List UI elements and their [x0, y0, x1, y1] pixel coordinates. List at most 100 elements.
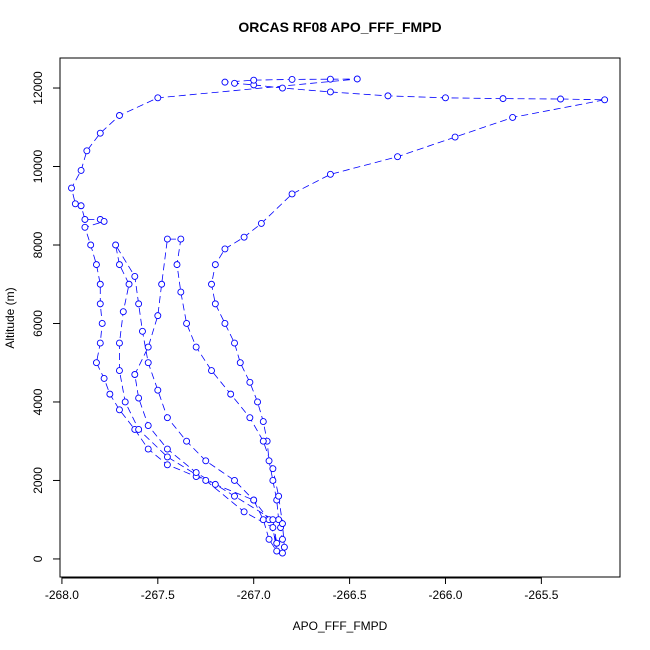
data-point	[119, 308, 127, 316]
data-point	[177, 235, 185, 243]
data-point	[144, 422, 152, 429]
data-point	[154, 312, 162, 320]
data-point	[81, 223, 89, 231]
y-tick-label: 6000	[31, 310, 45, 337]
data-point	[173, 261, 181, 269]
data-point	[121, 398, 129, 406]
data-point	[275, 492, 283, 500]
data-point	[259, 516, 267, 524]
data-point	[273, 539, 281, 547]
data-point	[100, 374, 108, 382]
y-tick-label: 4000	[31, 388, 45, 415]
data-point	[192, 469, 200, 477]
data-point	[96, 339, 104, 347]
y-axis-label: Altitude (m)	[3, 287, 17, 348]
data-point	[100, 218, 108, 225]
data-point	[131, 272, 139, 280]
data-point	[254, 398, 261, 406]
data-point	[499, 95, 507, 103]
y-tick-label: 8000	[31, 231, 45, 258]
data-point	[202, 477, 210, 484]
data-point	[158, 280, 166, 288]
data-point	[77, 202, 85, 210]
y-tick-label: 10000	[31, 150, 45, 184]
x-axis-label: APO_FFF_FMPD	[293, 619, 388, 633]
data-point	[240, 508, 248, 516]
data-point	[257, 219, 265, 227]
data-point	[81, 216, 89, 223]
data-point	[106, 390, 114, 398]
data-point	[92, 359, 100, 367]
data-point	[269, 516, 277, 524]
data-point	[394, 153, 401, 161]
x-tick-label: -267.5	[141, 588, 175, 602]
y-tick-label: 0	[31, 555, 45, 562]
x-tick-label: -265.5	[524, 588, 558, 602]
data-point	[269, 465, 277, 473]
data-point	[183, 437, 191, 445]
data-point	[177, 288, 185, 296]
data-point	[163, 453, 171, 461]
data-point	[71, 200, 79, 208]
data-point	[384, 92, 392, 100]
data-point	[246, 414, 254, 422]
data-point	[326, 88, 334, 96]
data-point	[557, 95, 564, 103]
data-point	[231, 79, 238, 87]
data-point	[135, 425, 143, 433]
data-point	[442, 94, 449, 102]
data-point	[279, 535, 286, 543]
data-point	[601, 96, 609, 104]
data-point	[279, 549, 286, 557]
data-point	[144, 343, 152, 351]
y-tick-label: 2000	[31, 467, 45, 494]
data-point	[269, 477, 277, 484]
data-point	[116, 112, 123, 119]
data-point	[353, 75, 361, 83]
data-point	[154, 94, 162, 102]
data-point	[221, 245, 229, 253]
data-point	[231, 477, 238, 484]
data-point	[83, 147, 91, 155]
data-point	[144, 359, 152, 367]
data-point	[202, 457, 210, 465]
data-point	[116, 339, 123, 347]
data-point	[326, 170, 334, 178]
data-point	[509, 114, 517, 121]
data-point	[163, 445, 171, 453]
data-point	[288, 190, 296, 198]
data-point	[192, 343, 200, 351]
data-point	[112, 241, 120, 249]
data-point	[144, 445, 152, 453]
data-point	[98, 320, 106, 327]
x-tick-label: -266.0	[428, 588, 462, 602]
data-point	[240, 233, 248, 241]
chart-title: ORCAS RF08 APO_FFF_FMPD	[238, 19, 441, 35]
data-point	[208, 367, 215, 375]
data-point	[221, 78, 229, 86]
x-tick-label: -266.5	[333, 588, 367, 602]
data-point	[68, 184, 75, 192]
data-point	[211, 480, 219, 488]
data-point	[154, 386, 162, 394]
data-point	[227, 390, 235, 398]
data-point	[131, 371, 139, 378]
data-point	[139, 327, 146, 335]
data-point	[116, 261, 123, 269]
y-tick-label: 12000	[31, 71, 45, 105]
x-tick-label: -268.0	[45, 588, 79, 602]
data-point	[231, 492, 238, 500]
x-tick-label: -267.0	[237, 588, 271, 602]
data-point	[279, 520, 286, 528]
data-point	[135, 394, 143, 402]
data-point	[259, 437, 267, 445]
plot-frame	[59, 57, 621, 578]
data-point	[183, 320, 191, 327]
data-point	[273, 547, 281, 555]
data-point	[92, 261, 100, 269]
data-point	[265, 535, 273, 543]
data-point	[163, 414, 171, 422]
data-line	[71, 78, 605, 554]
data-point	[265, 457, 273, 465]
data-point	[250, 76, 258, 84]
